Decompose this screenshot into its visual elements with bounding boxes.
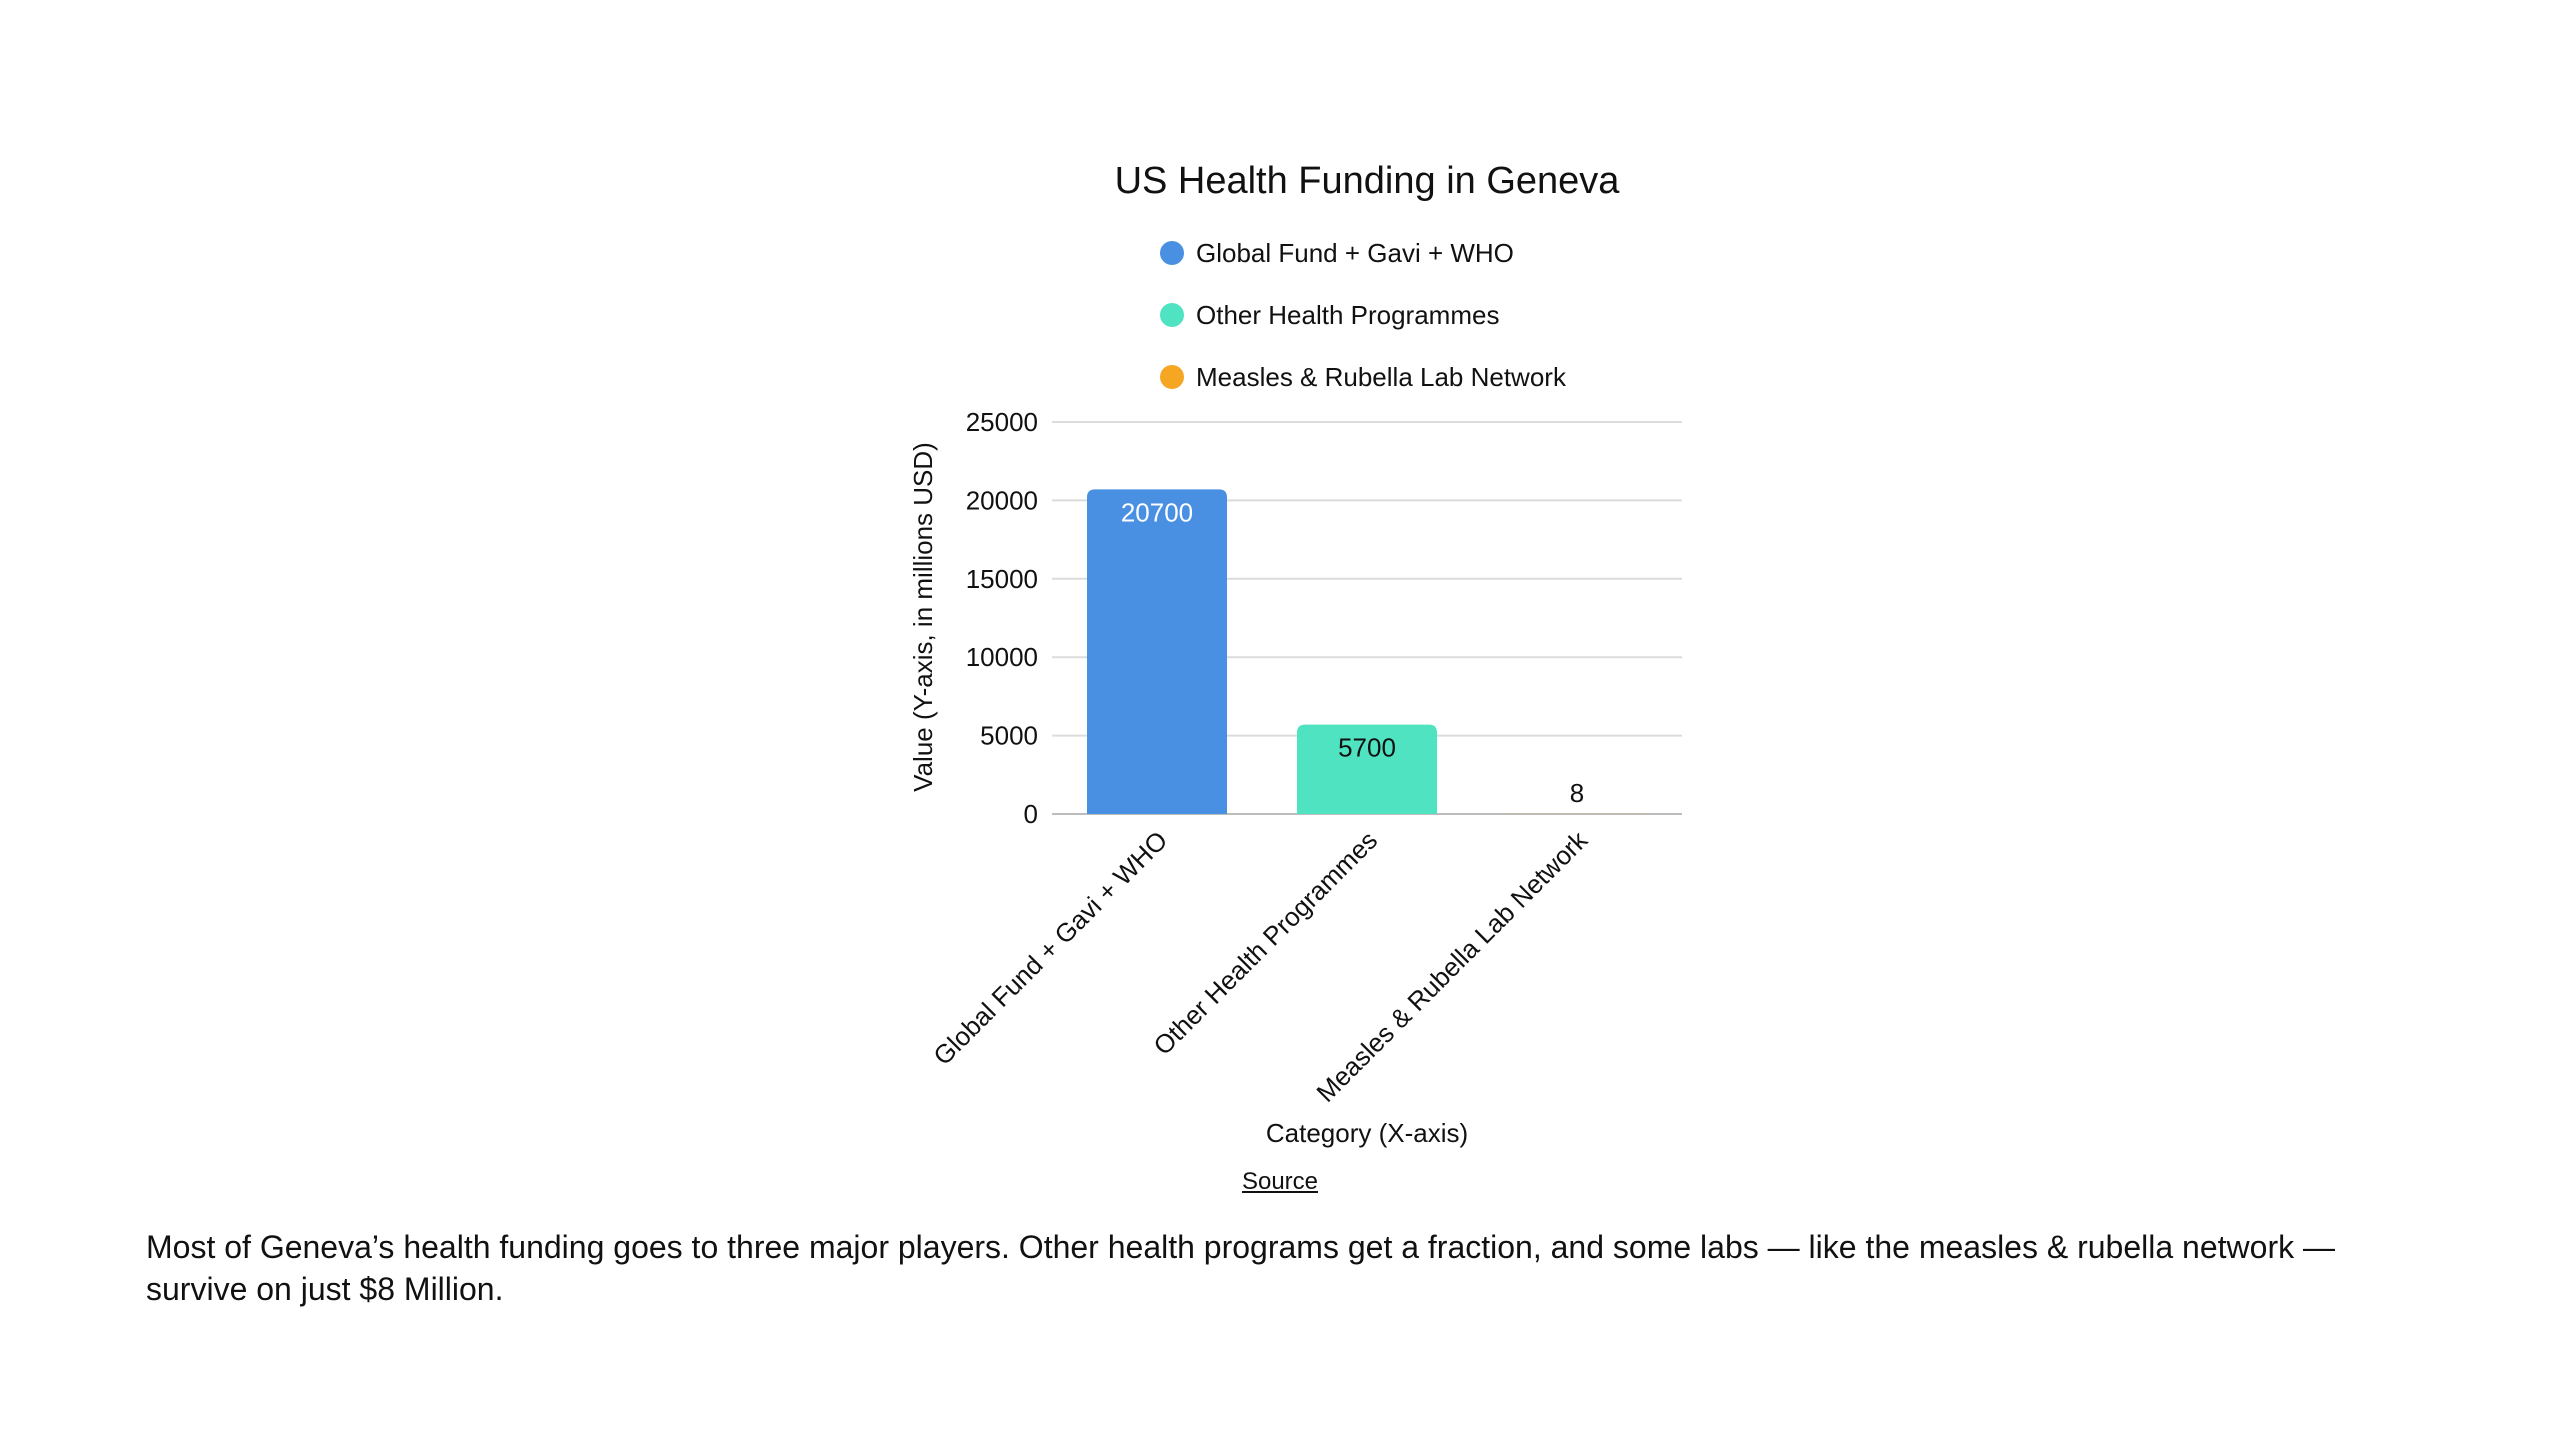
y-tick-label: 10000 (966, 642, 1038, 672)
y-tick-label: 15000 (966, 564, 1038, 594)
caption-text: Most of Geneva’s health funding goes to … (146, 1229, 2335, 1307)
legend-swatch-1 (1160, 241, 1184, 265)
legend-label-3: Measles & Rubella Lab Network (1196, 362, 1567, 392)
data-label-3: 8 (1570, 778, 1584, 808)
legend-swatch-2 (1160, 303, 1184, 327)
data-label-1: 20700 (1121, 497, 1193, 527)
y-tick-label: 5000 (980, 721, 1038, 751)
y-tick-label: 25000 (966, 407, 1038, 437)
bars (1087, 489, 1647, 814)
legend: Global Fund + Gavi + WHO Other Health Pro… (1160, 238, 1567, 392)
x-tick-label-1: Global Fund + Gavi + WHO (927, 825, 1173, 1071)
y-axis-label: Value (Y-axis, in millions USD) (908, 442, 938, 792)
legend-label-2: Other Health Programmes (1196, 300, 1499, 330)
y-axis-ticks: 0 5000 10000 15000 20000 25000 (966, 407, 1038, 829)
data-label-2: 5700 (1338, 733, 1396, 763)
y-tick-label: 0 (1024, 799, 1038, 829)
legend-label-1: Global Fund + Gavi + WHO (1196, 238, 1514, 268)
x-axis-label: Category (X-axis) (1266, 1118, 1468, 1148)
x-tick-label-2: Other Health Programmes (1147, 825, 1383, 1061)
chart-title: US Health Funding in Geneva (1115, 160, 1621, 202)
bar-1 (1087, 489, 1227, 814)
legend-swatch-3 (1160, 365, 1184, 389)
source-link[interactable]: Source (1241, 1168, 1319, 1195)
y-tick-label: 20000 (966, 485, 1038, 515)
bar-2 (1297, 724, 1437, 814)
data-labels: 20700 5700 8 (1121, 497, 1584, 807)
